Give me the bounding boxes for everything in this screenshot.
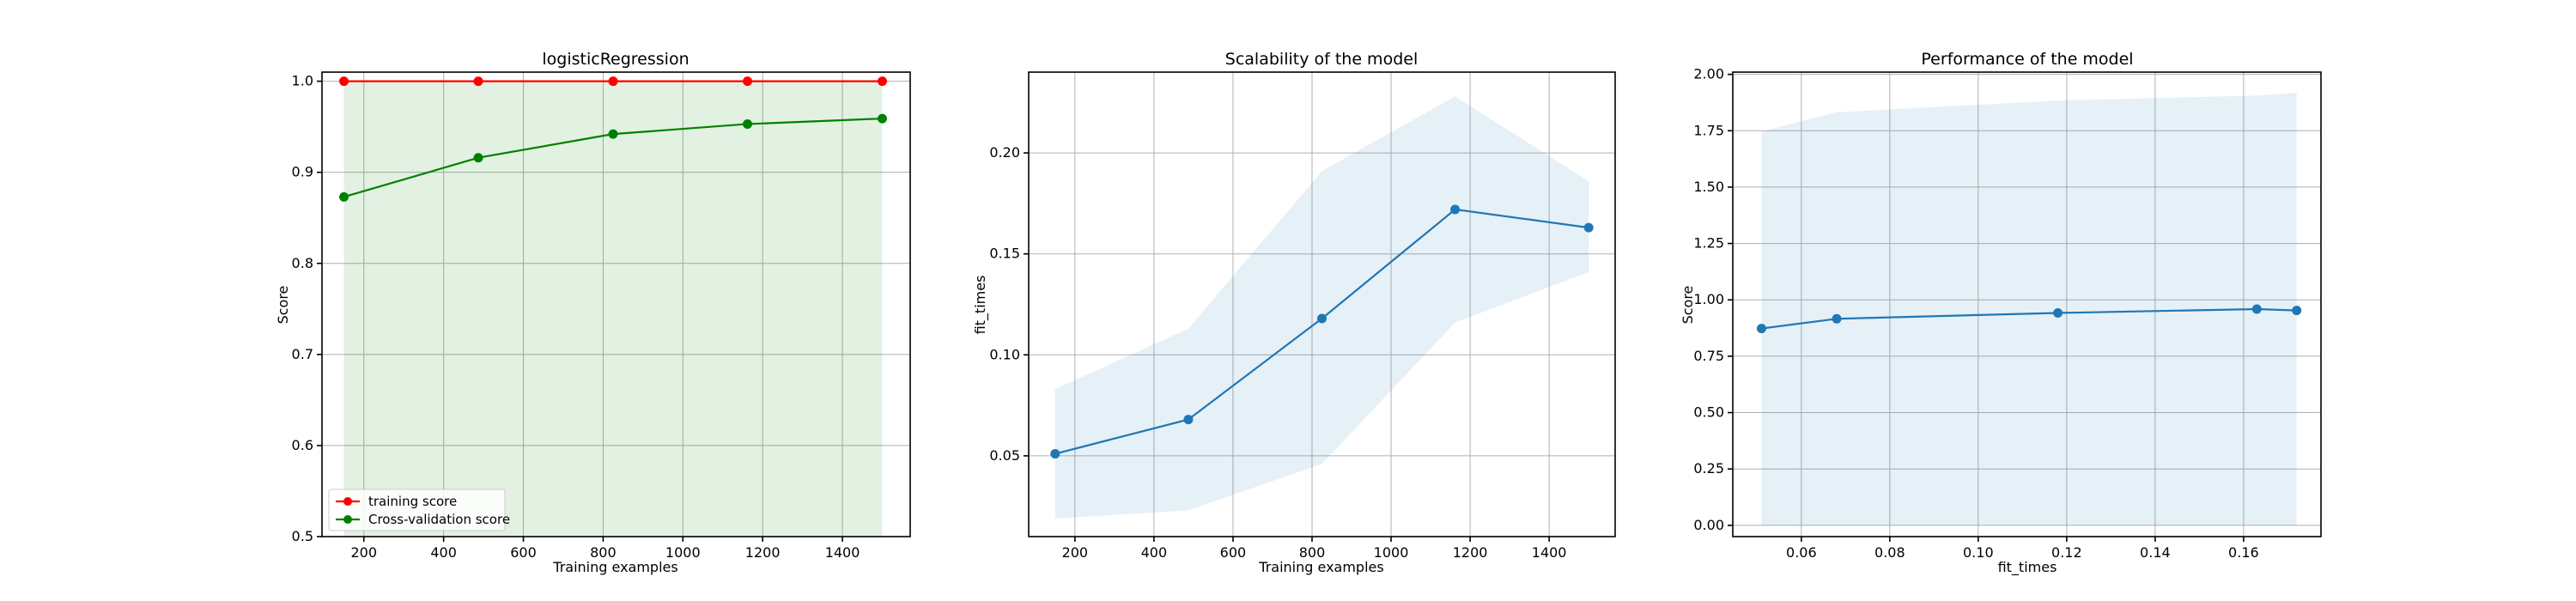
data-point	[608, 129, 618, 139]
data-point	[1832, 313, 1842, 324]
data-point	[743, 118, 753, 129]
x-tick-label: 600	[510, 544, 537, 561]
y-tick-label: 1.25	[1693, 235, 1724, 252]
x-tick-label: 400	[430, 544, 457, 561]
data-point	[1756, 324, 1766, 334]
data-point	[2251, 304, 2262, 314]
y-tick-label: 0.75	[1693, 348, 1724, 364]
confidence-band	[1761, 93, 2297, 525]
data-point	[1583, 222, 1594, 233]
data-point	[1050, 449, 1060, 459]
x-tick-label: 800	[590, 544, 617, 561]
axes-frame	[1028, 71, 1616, 537]
data-point	[473, 153, 483, 163]
x-axis-label: fit_times	[1998, 559, 2057, 576]
y-tick-label: 0.20	[989, 144, 1020, 161]
data-point	[339, 76, 349, 87]
y-tick-label: 0.5	[292, 528, 313, 544]
x-tick-label: 1200	[1453, 544, 1488, 561]
y-tick-label: 1.0	[292, 73, 313, 89]
y-tick-label: 0.50	[1693, 404, 1724, 421]
x-tick-label: 0.10	[1963, 544, 1994, 561]
legend-marker	[343, 515, 352, 524]
confidence-band	[1054, 96, 1589, 519]
y-tick-label: 0.8	[292, 255, 313, 271]
y-tick-label: 0.7	[292, 346, 313, 362]
x-tick-label: 0.14	[2140, 544, 2171, 561]
panel-learning-curve: logisticRegression Training examples Sco…	[275, 50, 911, 575]
x-tick-label: 0.08	[1874, 544, 1905, 561]
axes-frame	[321, 71, 911, 537]
x-tick-label: 800	[1299, 544, 1326, 561]
x-tick-label: 0.06	[1786, 544, 1817, 561]
y-tick-label: 0.9	[292, 164, 313, 180]
x-tick-label: 200	[350, 544, 377, 561]
x-tick-label: 1400	[825, 544, 860, 561]
data-point	[1183, 415, 1194, 425]
y-tick-label: 0.10	[989, 346, 1020, 362]
x-axis-label: Training examples	[1258, 559, 1383, 575]
x-tick-label: 1400	[1532, 544, 1567, 561]
axes-frame	[1732, 71, 2322, 537]
x-tick-label: 600	[1220, 544, 1247, 561]
confidence-band	[343, 81, 883, 537]
y-tick-label: 1.75	[1693, 122, 1724, 138]
data-point	[877, 76, 887, 87]
chart-title: Scalability of the model	[1225, 50, 1418, 69]
x-tick-label: 200	[1062, 544, 1089, 561]
legend-marker	[343, 497, 352, 506]
y-tick-label: 0.6	[292, 437, 313, 453]
chart-title: Performance of the model	[1921, 50, 2133, 69]
x-axis-label: Training examples	[552, 559, 677, 575]
data-point	[2292, 306, 2302, 316]
data-point	[1450, 204, 1461, 215]
y-tick-label: 0.00	[1693, 517, 1724, 533]
x-tick-label: 0.16	[2228, 544, 2259, 561]
legend-label: training score	[368, 494, 457, 509]
x-tick-label: 1200	[745, 544, 781, 561]
data-point	[2053, 307, 2063, 318]
y-tick-label: 1.50	[1693, 179, 1724, 195]
legend-frame	[328, 489, 506, 531]
y-tick-label: 2.00	[1693, 66, 1724, 82]
legend-label: Cross-validation score	[368, 512, 510, 527]
y-tick-label: 0.25	[1693, 460, 1724, 477]
data-point	[339, 191, 349, 202]
data-point	[1317, 313, 1327, 324]
x-tick-label: 0.12	[2051, 544, 2082, 561]
chart-title: logisticRegression	[542, 50, 689, 69]
x-tick-label: 1000	[665, 544, 701, 561]
data-point	[473, 76, 483, 87]
y-axis-label: fit_times	[972, 276, 989, 335]
data-point	[743, 76, 753, 87]
y-tick-label: 0.15	[989, 246, 1020, 262]
y-tick-label: 0.05	[989, 447, 1020, 464]
data-point	[608, 76, 618, 87]
y-tick-label: 1.00	[1693, 291, 1724, 307]
legend: training score Cross-validation score	[328, 489, 510, 531]
panel-scalability: Scalability of the model Training exampl…	[972, 50, 1616, 575]
y-axis-label: Score	[1680, 286, 1696, 325]
x-tick-label: 400	[1141, 544, 1168, 561]
x-tick-label: 1000	[1374, 544, 1409, 561]
data-point	[877, 113, 887, 124]
y-axis-label: Score	[275, 286, 291, 325]
panel-performance: Performance of the model fit_times Score…	[1680, 50, 2322, 576]
